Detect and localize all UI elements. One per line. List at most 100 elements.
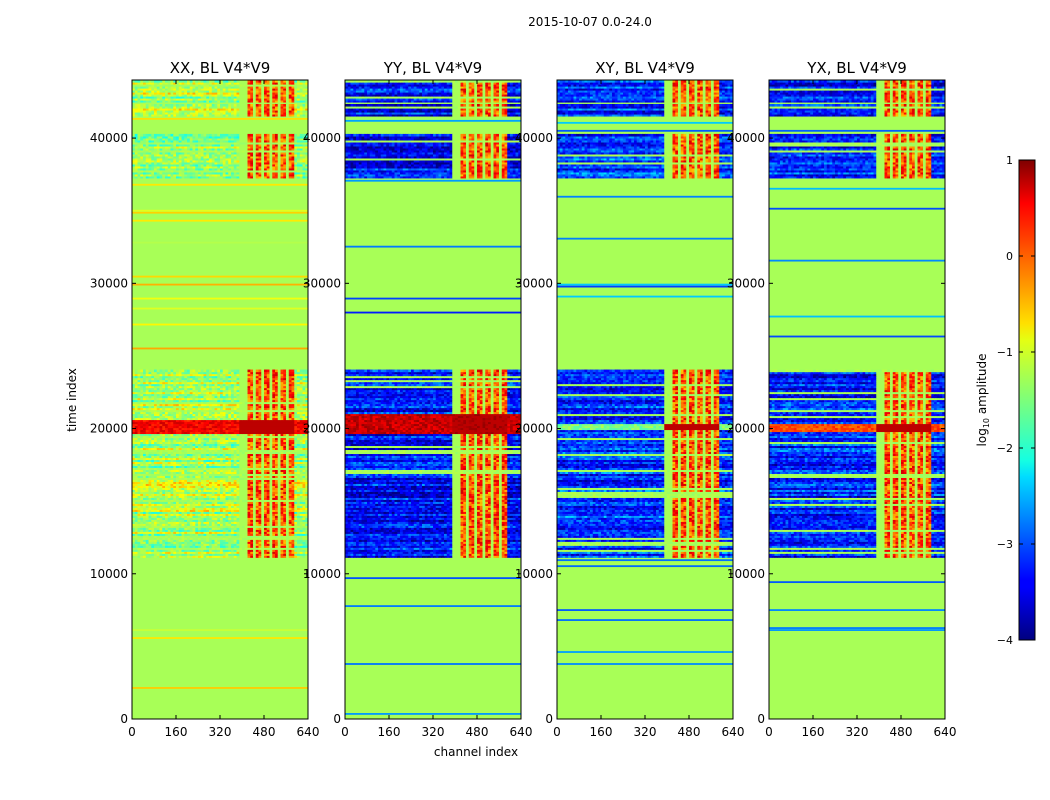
- heatmap-cell: [225, 423, 229, 427]
- heatmap-cell: [184, 463, 188, 466]
- heatmap-cell: [140, 441, 144, 445]
- heatmap-cell: [151, 439, 155, 443]
- heatmap-cell: [247, 437, 251, 441]
- heatmap-cell: [228, 463, 232, 466]
- heatmap-cell: [269, 447, 273, 451]
- heatmap-cell: [195, 519, 199, 522]
- heatmap-cell: [176, 491, 180, 494]
- heatmap-cell: [181, 541, 185, 544]
- heatmap-cell: [137, 531, 141, 534]
- heatmap-cell: [178, 441, 183, 445]
- heatmap-cell: [189, 437, 194, 441]
- heatmap-cell: [178, 451, 183, 455]
- heatmap-cell: [231, 437, 235, 441]
- heatmap-cell: [209, 427, 213, 431]
- heatmap-cell: [211, 437, 216, 441]
- heatmap-cell: [275, 423, 279, 427]
- heatmap-cell: [297, 431, 301, 435]
- heatmap-cell: [253, 449, 257, 453]
- heatmap-cell: [253, 537, 257, 540]
- heatmap-cell: [195, 551, 199, 554]
- heatmap-cell: [209, 541, 213, 544]
- heatmap-cell: [294, 531, 298, 534]
- heatmap-cell: [247, 541, 251, 544]
- heatmap-cell: [134, 465, 139, 468]
- heatmap-cell: [143, 429, 147, 433]
- heatmap-cell: [244, 549, 249, 552]
- heatmap-cell: [184, 519, 188, 522]
- heatmap-cell: [294, 463, 298, 466]
- heatmap-cell: [192, 423, 196, 427]
- heatmap-cell: [134, 457, 139, 461]
- heatmap-cell: [214, 443, 218, 447]
- heatmap-cell: [225, 531, 229, 534]
- heatmap-cell: [170, 447, 174, 451]
- heatmap-cell: [220, 437, 224, 441]
- heatmap-cell: [143, 441, 147, 445]
- heatmap-cell: [200, 519, 205, 522]
- heatmap-cell: [165, 459, 169, 463]
- heatmap-cell: [266, 503, 271, 506]
- heatmap-cell: [280, 543, 284, 546]
- heatmap-cell: [299, 549, 304, 552]
- heatmap-cell: [286, 463, 290, 466]
- heatmap-cell: [247, 501, 251, 504]
- heatmap-cell: [228, 413, 232, 417]
- heatmap-cell: [228, 541, 232, 544]
- heatmap-cell: [253, 547, 257, 550]
- heatmap-cell: [277, 497, 282, 500]
- heatmap-cell: [283, 473, 287, 476]
- heatmap-cell: [228, 471, 232, 474]
- heatmap-cell: [206, 473, 210, 476]
- heatmap-cell: [275, 445, 279, 449]
- heatmap-cell: [236, 481, 240, 484]
- heatmap-cell: [239, 497, 243, 500]
- heatmap-cell: [132, 457, 136, 461]
- heatmap-cell: [198, 431, 202, 435]
- heatmap-cell: [288, 421, 293, 425]
- heatmap-cell: [143, 513, 147, 516]
- heatmap-cell: [189, 461, 194, 464]
- heatmap-cell: [173, 451, 177, 455]
- heatmap-cell: [198, 463, 202, 466]
- heatmap-cell: [192, 505, 196, 508]
- heatmap-cell: [269, 537, 273, 540]
- heatmap-cell: [159, 429, 163, 433]
- heatmap-cell: [167, 501, 172, 504]
- heatmap-cell: [236, 421, 240, 425]
- heatmap-cell: [247, 477, 251, 480]
- heatmap-cell: [297, 433, 301, 437]
- heatmap-cell: [250, 545, 254, 548]
- heatmap-cell: [253, 497, 257, 500]
- heatmap-cell: [258, 551, 262, 554]
- heatmap-cell: [217, 417, 221, 421]
- heatmap-cell: [162, 453, 166, 457]
- heatmap-cell: [214, 539, 218, 542]
- heatmap-cell: [184, 449, 188, 453]
- heatmap-cell: [258, 471, 262, 474]
- heatmap-cell: [266, 449, 271, 453]
- heatmap-cell: [258, 499, 262, 502]
- heatmap-cell: [173, 479, 177, 482]
- heatmap-cell: [217, 465, 221, 468]
- heatmap-cell: [134, 421, 139, 425]
- heatmap-cell: [302, 551, 306, 554]
- heatmap-cell: [288, 437, 293, 441]
- heatmap-cell: [134, 477, 139, 480]
- heatmap-cell: [134, 495, 139, 498]
- heatmap-cell: [297, 511, 301, 514]
- heatmap-cell: [239, 553, 243, 556]
- heatmap-cell: [192, 547, 196, 550]
- heatmap-cell: [200, 531, 205, 534]
- heatmap-cell: [209, 533, 213, 536]
- heatmap-cell: [170, 493, 174, 496]
- heatmap-cell: [275, 497, 279, 500]
- heatmap-cell: [291, 501, 295, 504]
- heatmap-cell: [247, 455, 251, 459]
- heatmap-cell: [192, 483, 196, 486]
- heatmap-cell: [200, 541, 205, 544]
- heatmap-cell: [261, 451, 265, 455]
- heatmap-cell: [222, 451, 227, 455]
- heatmap-cell: [233, 523, 238, 526]
- heatmap-cell: [217, 427, 221, 431]
